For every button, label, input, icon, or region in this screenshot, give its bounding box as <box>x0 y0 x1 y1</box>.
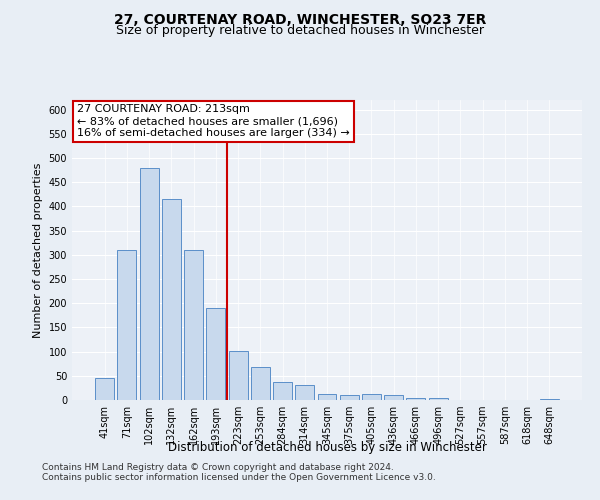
Bar <box>273 382 292 400</box>
Bar <box>540 398 559 400</box>
Y-axis label: Number of detached properties: Number of detached properties <box>33 162 43 338</box>
Bar <box>429 398 448 400</box>
Text: 27 COURTENAY ROAD: 213sqm
← 83% of detached houses are smaller (1,696)
16% of se: 27 COURTENAY ROAD: 213sqm ← 83% of detac… <box>77 104 350 138</box>
Bar <box>95 378 114 400</box>
Bar <box>406 398 425 400</box>
Bar <box>118 250 136 400</box>
Text: 27, COURTENAY ROAD, WINCHESTER, SO23 7ER: 27, COURTENAY ROAD, WINCHESTER, SO23 7ER <box>114 12 486 26</box>
Bar <box>162 199 181 400</box>
Bar <box>229 350 248 400</box>
Bar <box>384 395 403 400</box>
Bar <box>340 395 359 400</box>
Bar <box>317 394 337 400</box>
Bar <box>140 168 158 400</box>
Text: Contains public sector information licensed under the Open Government Licence v3: Contains public sector information licen… <box>42 474 436 482</box>
Bar <box>184 250 203 400</box>
Text: Contains HM Land Registry data © Crown copyright and database right 2024.: Contains HM Land Registry data © Crown c… <box>42 464 394 472</box>
Bar <box>206 308 225 400</box>
Text: Size of property relative to detached houses in Winchester: Size of property relative to detached ho… <box>116 24 484 37</box>
Bar <box>362 394 381 400</box>
Text: Distribution of detached houses by size in Winchester: Distribution of detached houses by size … <box>167 441 487 454</box>
Bar <box>295 386 314 400</box>
Bar <box>251 367 270 400</box>
